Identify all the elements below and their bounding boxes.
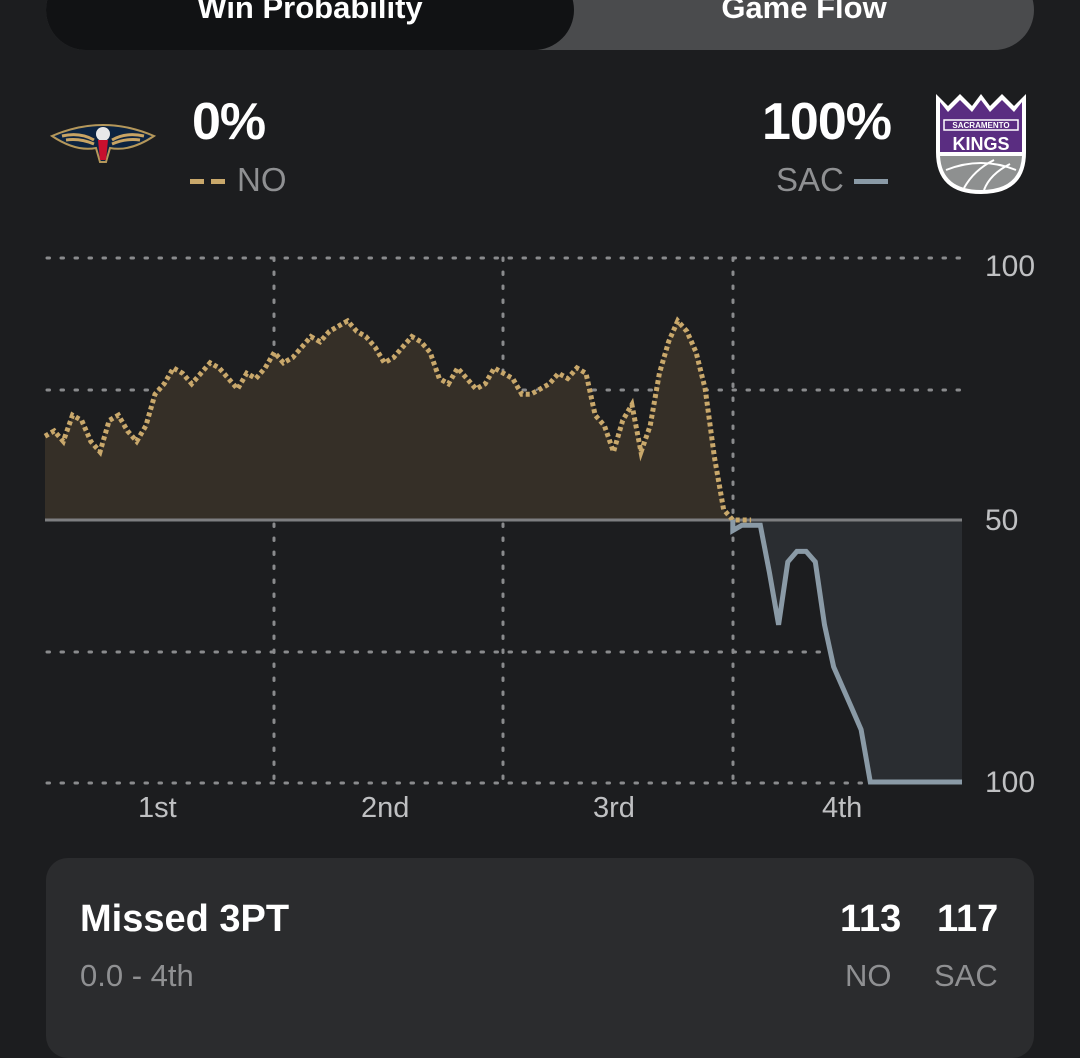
view-tabs: Win Probability Game Flow <box>46 0 1034 50</box>
home-score-abbr: SAC <box>934 958 998 993</box>
away-team-abbr: NO <box>237 161 287 198</box>
play-time: 0.0 - 4th <box>80 958 194 993</box>
y-label-bottom: 100 <box>985 766 1036 799</box>
home-area-fill <box>732 520 962 782</box>
away-score-abbr: NO <box>845 958 892 993</box>
away-win-prob-line <box>43 316 752 523</box>
y-label-top: 100 <box>985 250 1036 283</box>
home-team-abbr: SAC <box>776 161 844 198</box>
away-win-pct: 0% <box>192 93 266 151</box>
y-label-mid: 50 <box>985 504 1019 537</box>
pelicans-logo-icon <box>50 124 156 163</box>
win-probability-chart <box>43 256 964 785</box>
tab-game-flow[interactable]: Game Flow <box>721 0 887 25</box>
x-label-q3: 3rd <box>593 792 635 824</box>
away-score: 113 <box>840 898 902 940</box>
home-score: 117 <box>937 898 999 940</box>
svg-text:SACRAMENTO: SACRAMENTO <box>952 121 1009 130</box>
tab-win-probability[interactable]: Win Probability <box>46 0 574 50</box>
x-label-q1: 1st <box>138 792 177 824</box>
play-description: Missed 3PT <box>80 898 290 940</box>
svg-text:KINGS: KINGS <box>952 134 1009 154</box>
home-win-pct: 100% <box>762 93 892 151</box>
last-play-card[interactable]: Missed 3PT 0.0 - 4th 113 117 NO SAC <box>46 858 1034 1058</box>
home-win-prob-line <box>730 520 962 785</box>
away-legend-dashed-line-icon <box>190 179 226 184</box>
x-label-q2: 2nd <box>361 792 410 824</box>
x-label-q4: 4th <box>822 792 863 824</box>
kings-logo-icon: SACRAMENTO KINGS <box>936 94 1026 194</box>
home-legend-solid-line-icon <box>854 179 888 184</box>
